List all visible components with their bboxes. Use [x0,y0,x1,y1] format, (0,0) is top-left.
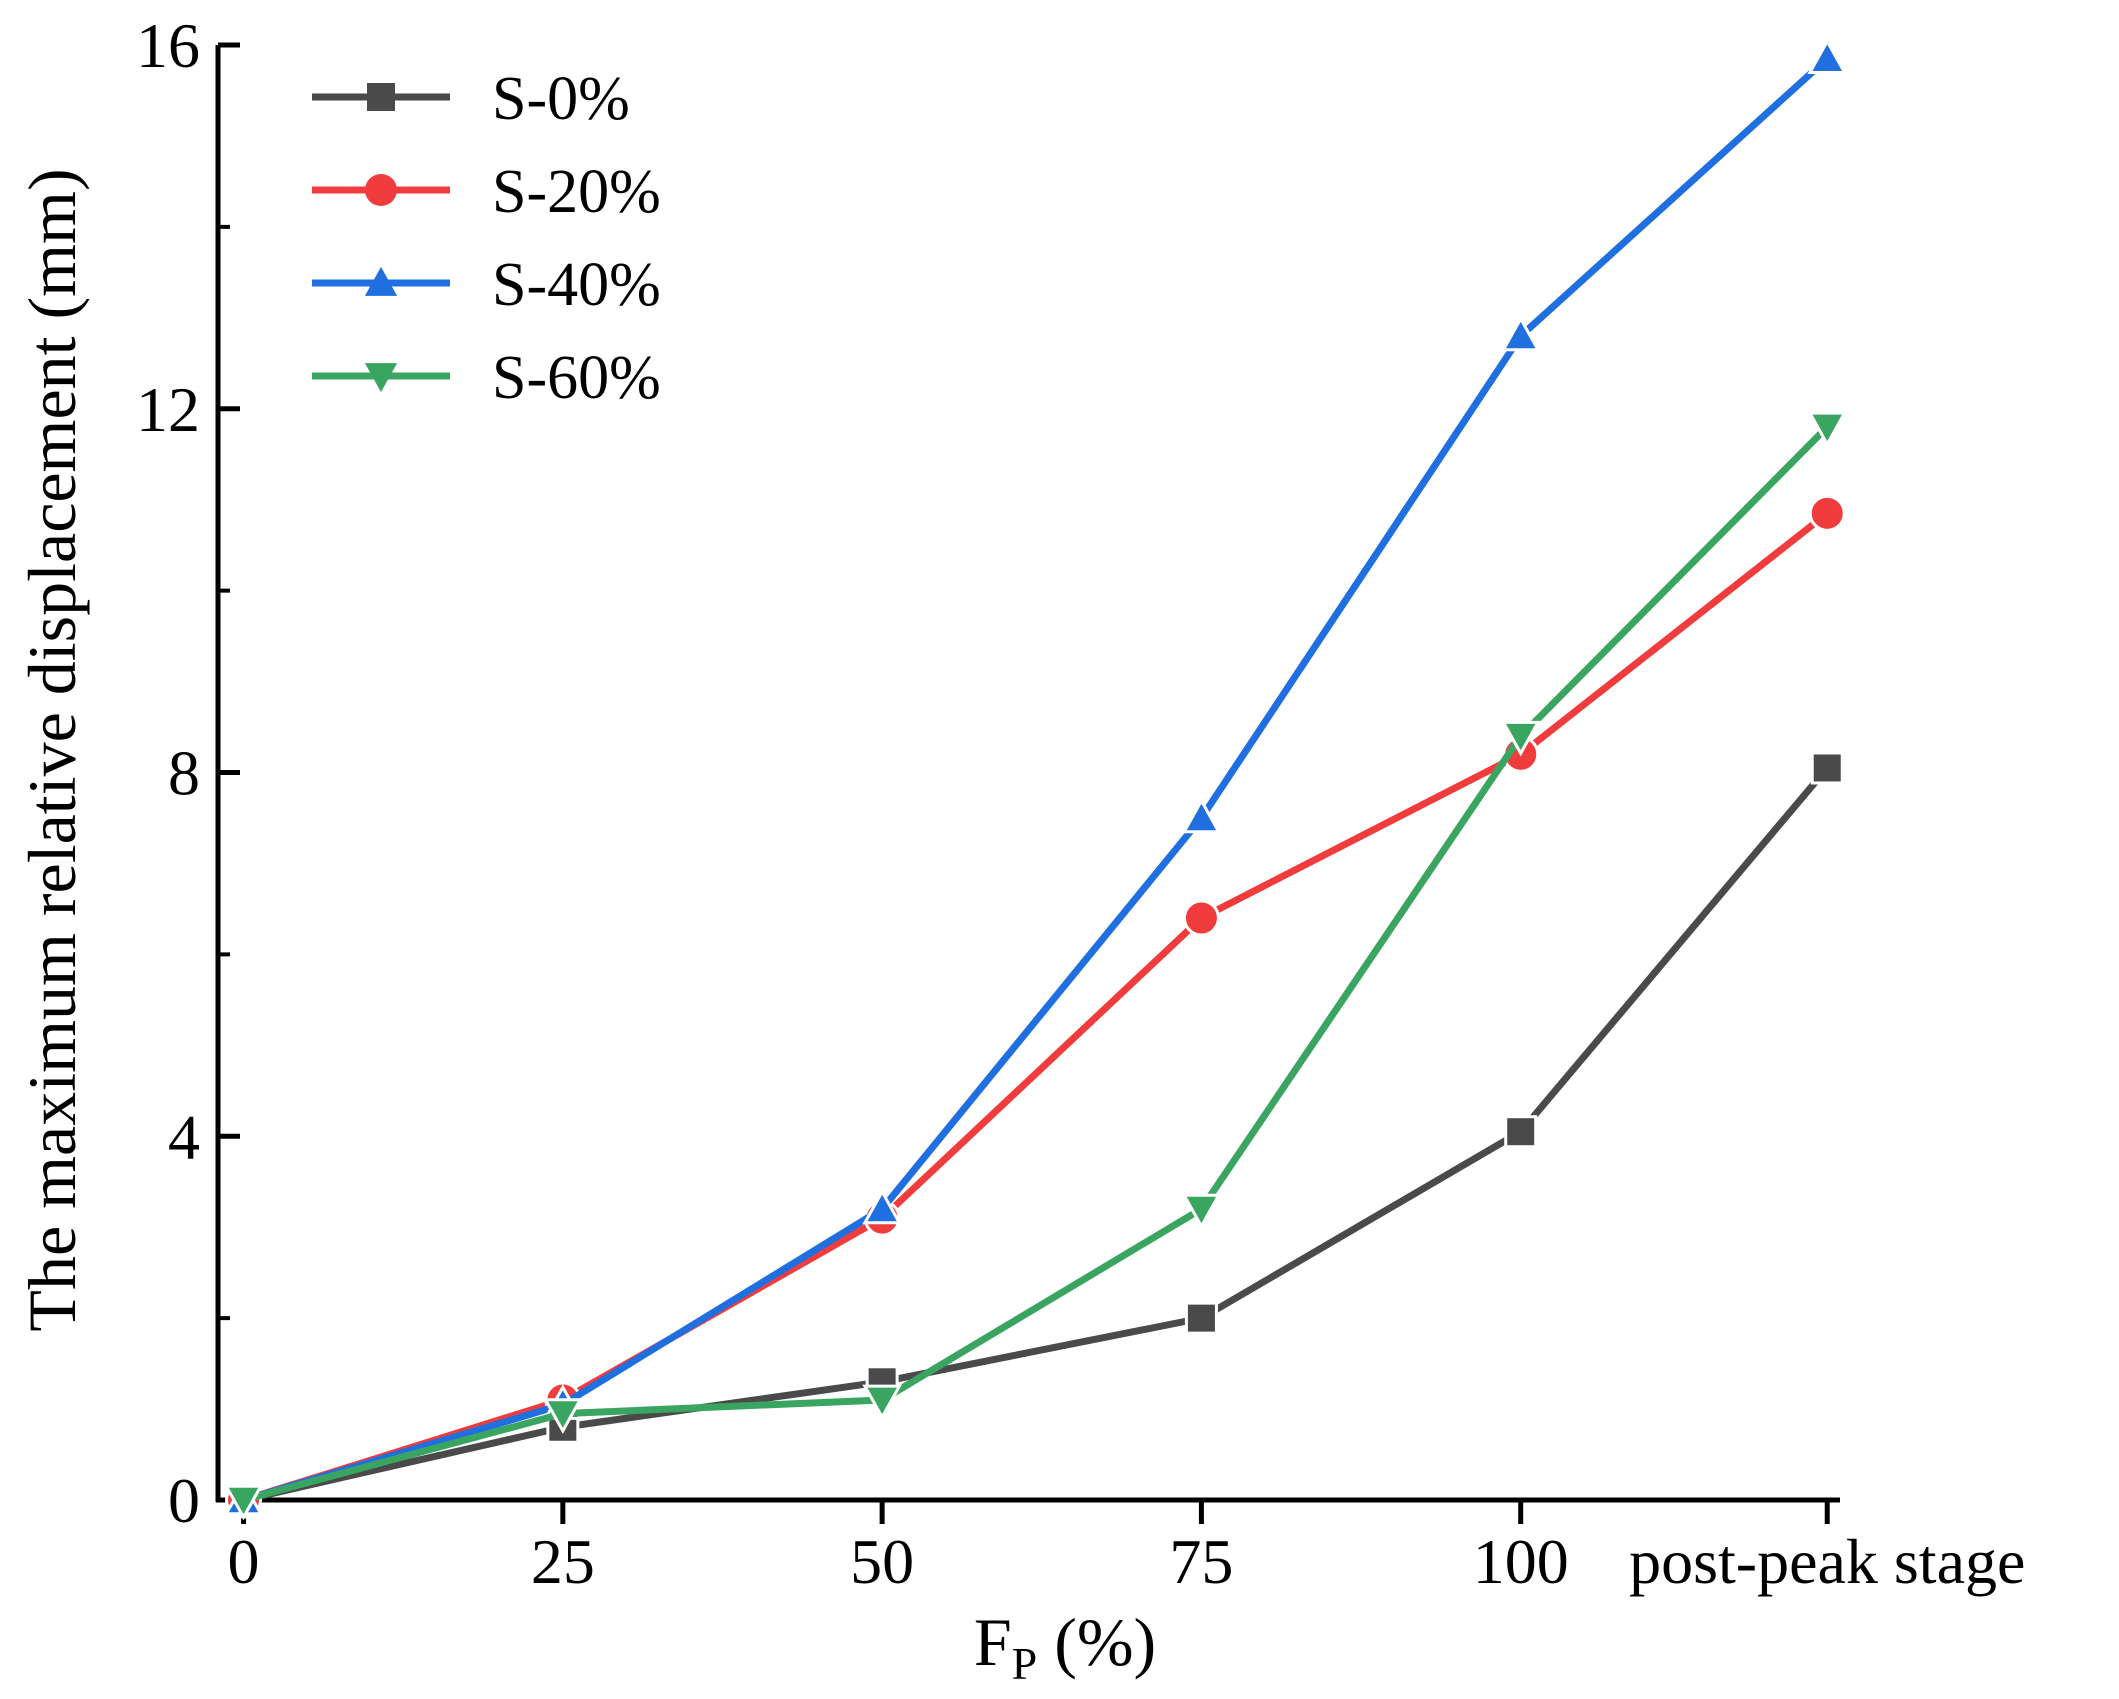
x-axis-title: FP (%) [974,1604,1156,1689]
x-axis-title-subscript: P [1012,1638,1038,1689]
data-point [1808,494,1846,532]
legend-item: S-20% [312,158,661,226]
data-point [862,1384,902,1421]
series-line [242,510,1830,1504]
legend-item: S-60% [312,344,661,412]
y-tick-label: 12 [136,374,200,445]
data-point [1181,1193,1222,1230]
y-tick-label: 4 [168,1101,200,1172]
data-point [543,1398,583,1434]
series-line [242,765,1830,1504]
data-point [1810,751,1844,785]
data-point [1504,1115,1538,1149]
series-line [242,56,1830,1504]
x-axis-title-main: F [974,1604,1012,1680]
y-tick-label: 8 [168,738,200,809]
data-point [862,1188,902,1225]
data-point [1181,797,1222,834]
series-s-0pct [227,751,1844,1517]
y-tick-label: 0 [168,1465,200,1536]
legend-marker [367,83,395,111]
legend-label: S-0% [492,65,630,133]
x-axis-title-suffix: (%) [1037,1604,1156,1680]
data-point [1500,720,1541,757]
data-point [1807,411,1848,448]
legend: S-0% S-20% S-40% S-60% [312,65,661,412]
series-s-60pct [223,411,1848,1521]
x-tick-label: 100 [1473,1526,1569,1597]
legend-item: S-0% [312,65,630,133]
x-tick-label: 0 [228,1526,260,1597]
legend-marker [365,174,397,206]
legend-marker [364,266,398,296]
data-point [223,1484,264,1521]
x-tick-label: post-peak stage [1629,1526,2025,1597]
data-point [1184,1301,1218,1335]
axes: 0 4 8 12 16 0 25 50 75 100 post-peak stage [136,10,2025,1597]
legend-label: S-60% [492,344,661,412]
y-axis-title: The maximum relative displacement (mm) [14,168,90,1331]
y-tick-label: 16 [136,10,200,81]
data-point [1500,315,1541,352]
x-tick-label: 25 [531,1526,595,1597]
legend-label: S-20% [492,158,661,226]
data-point [1182,899,1220,937]
series-line [242,424,1830,1504]
legend-item: S-40% [312,251,661,319]
series-s-20pct [225,494,1846,1519]
series-layer [223,38,1848,1521]
legend-label: S-40% [492,251,661,319]
data-point [1807,38,1848,74]
series-s-40pct [223,38,1848,1516]
legend-marker [364,363,398,393]
x-tick-label: 75 [1169,1526,1233,1597]
x-tick-label: 50 [850,1526,914,1597]
